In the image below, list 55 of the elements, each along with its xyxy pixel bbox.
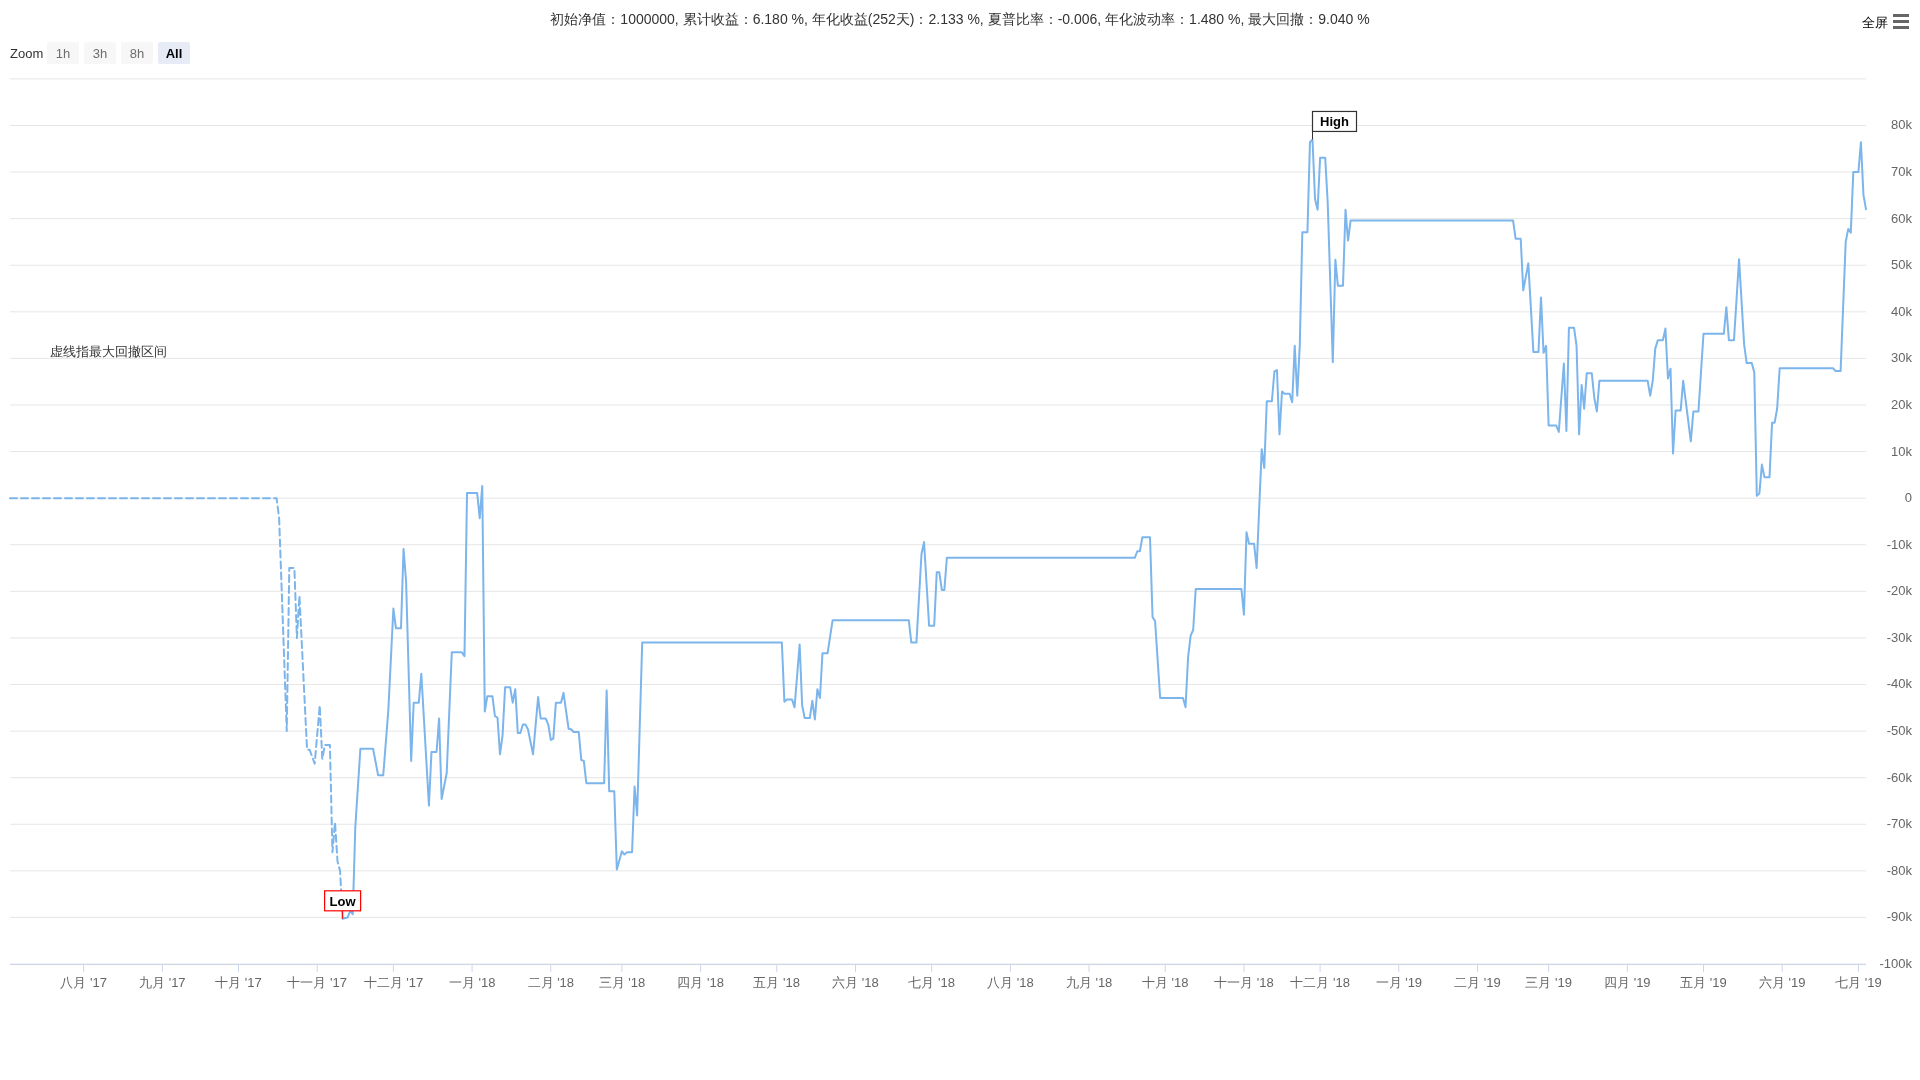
y-tick-label: -90k: [1886, 909, 1913, 925]
text: 1h: [55, 46, 71, 61]
text: 全屏: [1862, 15, 1888, 30]
annotation-flag: Low: [324, 890, 362, 920]
x-tick-label: 八月 '18: [987, 975, 1034, 990]
x-tick-label: 二月 '18: [527, 975, 575, 990]
y-tick-label: 80k: [1891, 117, 1913, 133]
x-tick-label: 十二月 '17: [363, 975, 424, 990]
x-tick-label: 四月 '19: [1604, 975, 1651, 990]
x-tick-label: 六月 '18: [832, 975, 879, 990]
x-tick-label: 一月 '19: [1375, 975, 1423, 990]
y-tick-label: -50k: [1886, 723, 1913, 739]
annotation: High: [1320, 114, 1349, 130]
x-tick-label: 十月 '18: [1141, 975, 1189, 990]
text: Zoom: [10, 46, 44, 61]
text: All: [165, 46, 183, 61]
x-tick-label: 五月 '19: [1680, 975, 1727, 990]
chart-title: 初始净值：1000000, 累计收益：6.180 %, 年化收益(252天)：2.133 %, 夏普比率：-0.006, 年化波动率：1.480 %, 最大回撤：9.040 %: [550, 11, 1370, 27]
x-tick-label: 三月 '18: [598, 975, 646, 990]
x-tick-label: 十二月 '18: [1290, 975, 1350, 990]
x-tick-label: 三月 '19: [1525, 975, 1572, 990]
x-tick-label: 五月 '18: [753, 975, 801, 990]
y-tick-label: -60k: [1886, 769, 1913, 785]
y-tick-label: -80k: [1886, 862, 1913, 878]
y-tick-label: 50k: [1891, 257, 1913, 273]
x-tick-label: 十一月 '18: [1214, 975, 1274, 990]
y-tick-label: 40k: [1891, 303, 1913, 319]
x-tick-label: 九月 '18: [1065, 975, 1113, 990]
y-tick-label: -20k: [1886, 583, 1913, 599]
text: 8h: [129, 46, 145, 61]
annotation: Low: [329, 893, 357, 909]
x-tick-label: 九月 '17: [139, 975, 186, 990]
y-tick-label: 30k: [1891, 350, 1913, 366]
y-tick-label: -40k: [1886, 676, 1913, 692]
x-tick-label: 十月 '17: [215, 975, 262, 990]
x-tick-label: 六月 '19: [1758, 975, 1806, 990]
y-tick-label: -10k: [1886, 536, 1913, 552]
x-tick-label: 一月 '18: [448, 975, 496, 990]
x-tick-label: 八月 '17: [60, 975, 107, 990]
x-tick-label: 二月 '19: [1454, 975, 1501, 990]
text: 3h: [92, 46, 108, 61]
y-tick-label: -30k: [1886, 629, 1913, 645]
x-tick-label: 七月 '18: [908, 975, 955, 990]
y-tick-label: -100k: [1879, 956, 1913, 971]
y-tick-label: 70k: [1891, 164, 1913, 180]
y-tick-label: 60k: [1891, 210, 1913, 226]
y-tick-label: 0: [1904, 490, 1912, 506]
x-tick-label: 十一月 '17: [287, 975, 347, 990]
x-tick-label: 七月 '19: [1835, 975, 1882, 990]
annotation-flag: High: [1311, 110, 1358, 140]
x-tick-label: 四月 '18: [677, 975, 724, 990]
y-tick-label: -70k: [1886, 816, 1913, 832]
y-tick-label: 20k: [1891, 396, 1913, 412]
annotation: 虚线指最大回撤区间: [50, 344, 167, 359]
y-tick-label: 10k: [1891, 443, 1913, 459]
